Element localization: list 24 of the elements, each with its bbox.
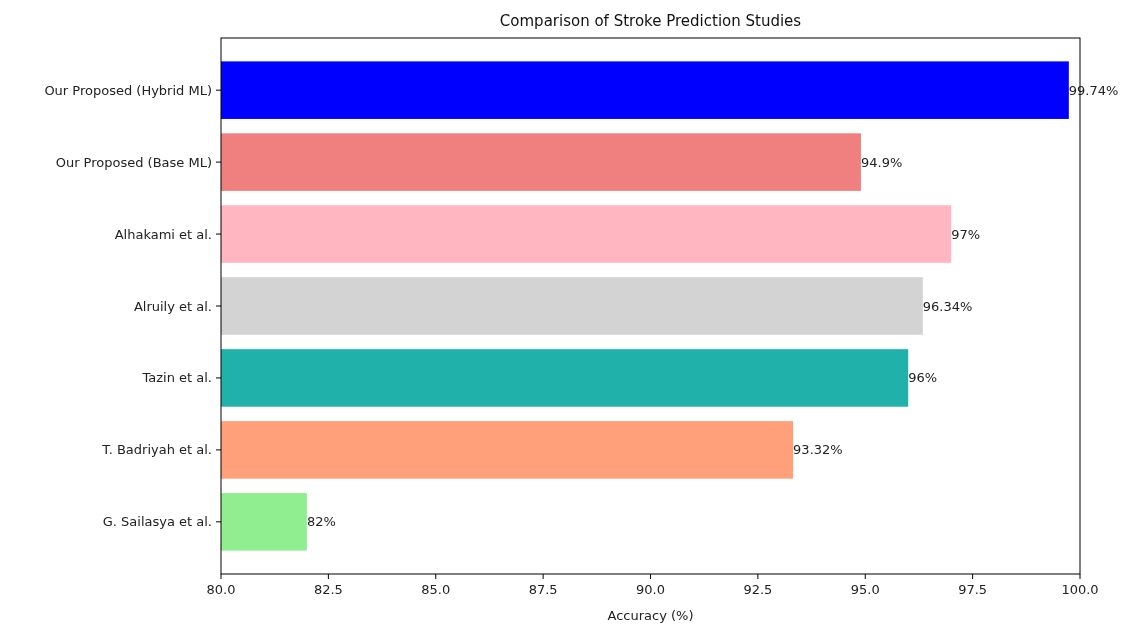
x-tick-label: 92.5: [743, 582, 773, 597]
data-label: 96.34%: [922, 298, 973, 314]
data-label: 97%: [951, 226, 981, 242]
x-tick-label: 97.5: [958, 582, 988, 597]
y-tick-label: T. Badriyah et al.: [101, 442, 212, 458]
x-axis-title: Accuracy (%): [607, 608, 694, 623]
data-label: 96%: [908, 370, 938, 386]
y-tick-label: Alhakami et al.: [114, 226, 212, 242]
data-label: 82%: [306, 514, 336, 530]
y-tick-label: Our Proposed (Hybrid ML): [44, 82, 212, 98]
x-tick-label: 95.0: [850, 582, 880, 597]
data-label: 94.9%: [860, 154, 903, 170]
y-tick-label: Our Proposed (Base ML): [55, 154, 212, 170]
y-tick-label: Alruily et al.: [133, 298, 212, 314]
y-tick-label: G. Sailasya et al.: [102, 514, 212, 530]
x-tick-label: 85.0: [421, 582, 451, 597]
x-tick-label: 90.0: [636, 582, 665, 597]
x-tick-label: 100.0: [1061, 582, 1099, 597]
x-tick-label: 80.0: [206, 582, 236, 597]
data-label: 93.32%: [793, 442, 843, 458]
chart-title: Comparison of Stroke Prediction Studies: [499, 12, 802, 30]
x-tick-label: 87.5: [528, 582, 558, 597]
y-tick-label: Tazin et al.: [141, 370, 212, 386]
x-tick-label: 82.5: [313, 582, 343, 597]
